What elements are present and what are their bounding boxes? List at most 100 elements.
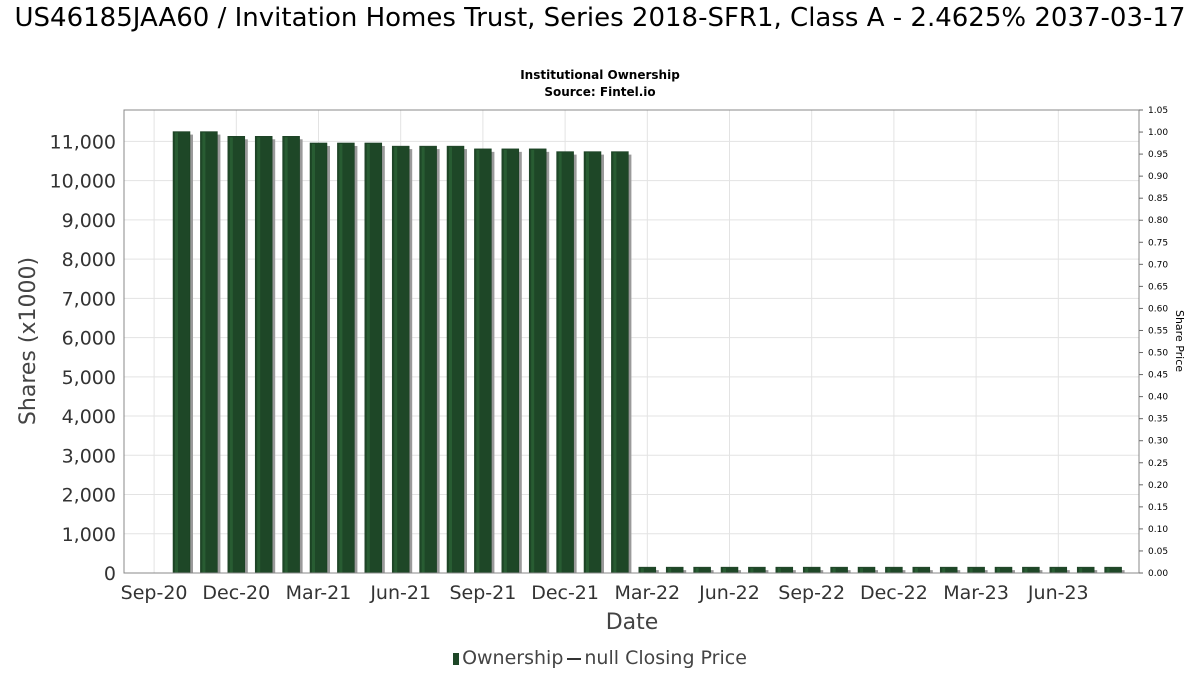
bar-highlight — [586, 152, 589, 573]
bar-highlight — [421, 147, 425, 573]
x-tick-label: Sep-20 — [121, 582, 188, 604]
y-tick-label: 4,000 — [62, 406, 116, 428]
bar-highlight — [668, 568, 672, 573]
y2-tick-label: 0.75 — [1148, 238, 1168, 248]
bar-highlight — [284, 137, 288, 573]
bar-highlight — [229, 137, 233, 573]
grid-lines — [124, 110, 1139, 574]
x-tick-label: Sep-22 — [778, 582, 845, 604]
y2-tick-label: 0.30 — [1148, 437, 1168, 447]
y-axis-right: 0.00 0.05 0.10 0.15 0.20 0.25 0.30 0.35 0.40 0.45… — [1139, 106, 1168, 579]
bar-highlight — [613, 152, 617, 573]
y2-tick-label: 0.15 — [1148, 503, 1168, 513]
y2-tick-label: 0.00 — [1148, 569, 1168, 579]
x-tick-label: Dec-21 — [531, 582, 599, 604]
chart-subtitle: Institutional Ownership Source: Fintel.i… — [0, 67, 1200, 101]
bar-highlight — [695, 568, 699, 573]
x-axis: Sep-20 Dec-20 Mar-21 Jun-21 Sep-21 Dec-21 Mar-… — [121, 582, 1089, 604]
subtitle-line-2: Source: Fintel.io — [544, 85, 656, 99]
y-axis-left: 0 1,000 2,000 3,000 4,000 5,000 6,000 7,000 8,00… — [50, 131, 116, 585]
x-tick-label: Mar-23 — [943, 582, 1009, 604]
ownership-legend-label: Ownership — [462, 647, 564, 669]
y-tick-label: 6,000 — [62, 328, 116, 350]
bar-highlight — [312, 143, 315, 573]
x-axis-title: Date — [606, 610, 659, 635]
x-tick-label: Dec-22 — [860, 582, 928, 604]
y2-tick-label: 1.05 — [1148, 106, 1168, 116]
y2-tick-label: 0.50 — [1148, 349, 1168, 359]
bar-highlight — [1106, 568, 1110, 573]
y-axis-title: Shares (x1000) — [16, 257, 41, 425]
y2-tick-label: 0.45 — [1148, 371, 1168, 381]
y2-tick-label: 0.25 — [1148, 459, 1168, 469]
y2-tick-label: 0.70 — [1148, 260, 1168, 270]
bar-highlight — [942, 568, 946, 573]
bars — [172, 131, 1125, 574]
y2-axis-title: Share Price — [1173, 310, 1186, 372]
x-tick-label: Sep-21 — [449, 582, 516, 604]
bar-highlight — [558, 152, 562, 573]
y2-tick-label: 0.35 — [1148, 415, 1168, 425]
x-tick-label: Jun-21 — [369, 582, 431, 604]
y2-tick-label: 0.85 — [1148, 194, 1168, 204]
x-tick-label: Mar-22 — [614, 582, 680, 604]
price-legend-label: null Closing Price — [584, 647, 747, 669]
y2-tick-label: 0.40 — [1148, 393, 1168, 403]
y-tick-label: 1,000 — [62, 524, 116, 546]
bar-highlight — [503, 149, 507, 573]
x-tick-label: Jun-23 — [1027, 582, 1089, 604]
ownership-legend-swatch — [453, 652, 460, 665]
y-tick-label: 9,000 — [62, 210, 116, 232]
y-tick-label: 11,000 — [50, 131, 116, 153]
bar-highlight — [640, 568, 644, 573]
y2-tick-label: 0.60 — [1148, 304, 1168, 314]
y-tick-label: 8,000 — [62, 249, 116, 271]
y2-tick-label: 0.90 — [1148, 172, 1168, 182]
bar-highlight — [723, 568, 726, 573]
bar-highlight — [750, 568, 754, 573]
bar-highlight — [860, 568, 863, 573]
bar-highlight — [339, 143, 343, 573]
y2-tick-label: 0.95 — [1148, 150, 1168, 160]
bar-highlight — [969, 568, 973, 573]
bar-highlight — [531, 149, 535, 573]
y2-tick-label: 0.05 — [1148, 547, 1168, 557]
bar-highlight — [366, 143, 370, 573]
y-tick-label: 2,000 — [62, 485, 116, 507]
bar-highlight — [175, 132, 178, 573]
bar-highlight — [887, 568, 891, 573]
x-tick-label: Mar-21 — [286, 582, 352, 604]
y-tick-label: 0 — [104, 563, 116, 585]
bar-highlight — [1079, 568, 1083, 573]
y2-tick-label: 0.80 — [1148, 216, 1168, 226]
y-tick-label: 3,000 — [62, 445, 116, 467]
bar-highlight — [805, 568, 809, 573]
y2-tick-label: 0.65 — [1148, 282, 1168, 292]
y-tick-label: 10,000 — [50, 171, 116, 193]
subtitle-line-1: Institutional Ownership — [520, 68, 680, 82]
bar-highlight — [202, 132, 206, 573]
bar-highlight — [476, 149, 480, 573]
plot-area — [123, 109, 1140, 574]
bar-highlight — [777, 568, 781, 573]
x-tick-label: Jun-22 — [698, 582, 760, 604]
x-tick-label: Dec-20 — [202, 582, 270, 604]
bar-highlight — [257, 137, 261, 573]
chart-title: US46185JAA60 / Invitation Homes Trust, S… — [14, 3, 1186, 33]
bar-highlight — [914, 568, 918, 573]
bar-highlight — [1051, 568, 1055, 573]
y2-tick-label: 1.00 — [1148, 128, 1168, 138]
legend: Ownership null Closing Price — [0, 647, 1200, 669]
y2-tick-label: 0.10 — [1148, 525, 1168, 535]
y2-tick-label: 0.20 — [1148, 481, 1168, 491]
bar-highlight — [1024, 568, 1028, 573]
y2-tick-label: 0.55 — [1148, 326, 1168, 336]
price-legend-line — [567, 657, 582, 660]
bar-highlight — [997, 568, 1000, 573]
bar-highlight — [449, 147, 452, 573]
bar-highlight — [394, 147, 398, 573]
y-tick-label: 7,000 — [62, 288, 116, 310]
y-tick-label: 5,000 — [62, 367, 116, 389]
bar-highlight — [832, 568, 836, 573]
